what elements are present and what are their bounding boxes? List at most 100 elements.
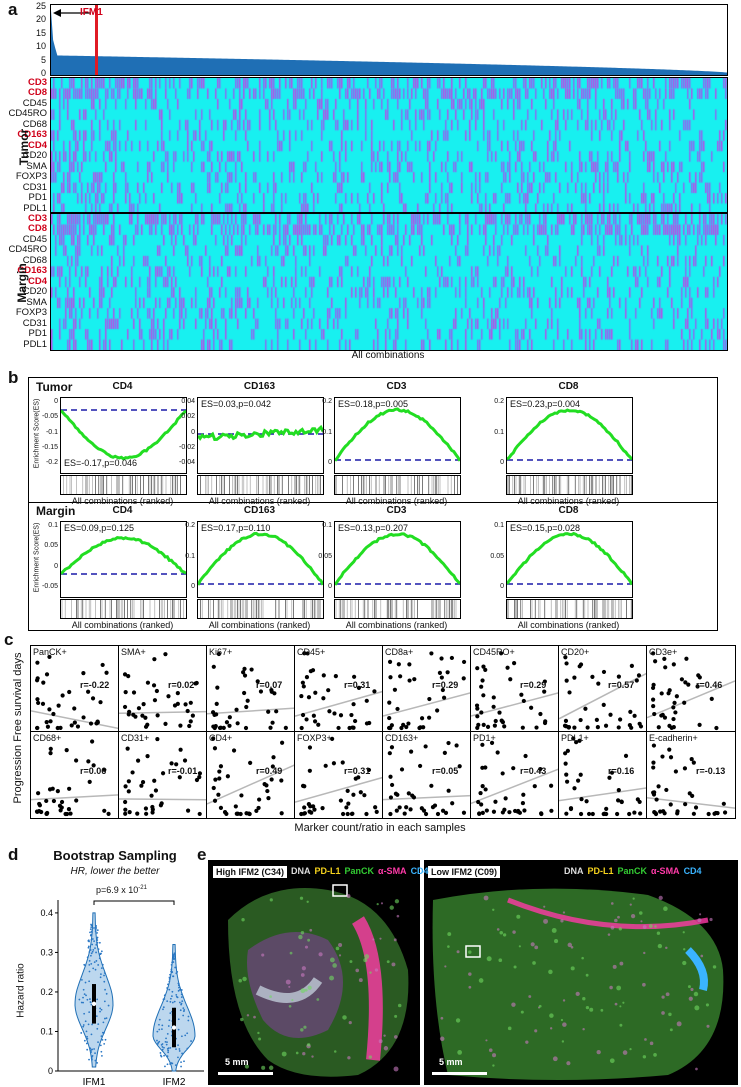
scatter-point: [388, 811, 393, 817]
violin-dot: [170, 964, 173, 966]
violin-dot: [104, 988, 106, 991]
gsea-curve-svg: [196, 424, 325, 442]
scatter-point: [106, 811, 111, 817]
violin-body: [152, 944, 196, 1072]
scatter-point: [387, 751, 392, 756]
tissue-speckle: [649, 1041, 654, 1046]
scatter-point: [539, 811, 544, 817]
violin-dot: [168, 978, 171, 980]
scatter-point: [660, 712, 665, 717]
scatter-r: r=0.02: [168, 680, 195, 690]
scatter-point: [534, 725, 539, 730]
violin-dot: [92, 967, 95, 970]
tissue-speckle: [642, 925, 647, 929]
scatter-plot-box: [294, 731, 384, 819]
scatter-title: CD8a+: [385, 647, 414, 657]
scatter-point: [679, 677, 684, 682]
scatter-point: [691, 760, 696, 765]
scatter-point: [616, 725, 621, 730]
tissue-speckle: [447, 945, 450, 948]
violin-dot: [181, 1000, 184, 1003]
scatter-point: [565, 748, 570, 753]
tissue-speckle: [528, 995, 532, 998]
scatter-point: [651, 651, 656, 656]
scatter-point: [366, 767, 372, 773]
violin-dot: [89, 998, 91, 1000]
violin-dot: [162, 1006, 165, 1009]
scatter-point: [683, 802, 688, 807]
violin-dot: [93, 940, 95, 942]
scatter-point: [660, 754, 665, 759]
scatter-point: [401, 722, 406, 727]
heatmap-row-label: CD68: [22, 118, 47, 130]
tissue-speckle: [457, 1050, 463, 1055]
gsea-xlabel: All combinations (ranked): [517, 620, 620, 630]
scatter-point: [222, 809, 228, 815]
violin-dot: [86, 998, 89, 1001]
scatter-point: [411, 795, 417, 800]
scatter-title: FOXP3+: [297, 733, 332, 743]
scatter-point: [439, 656, 444, 661]
violin-dot: [89, 931, 91, 934]
scatter-point: [529, 705, 534, 710]
gsea-ytick: 0: [191, 428, 195, 436]
tissue-speckle: [642, 982, 646, 987]
gsea-ytick: 0.05: [44, 542, 58, 550]
scatter-point: [72, 706, 77, 711]
tissue-speckle: [511, 1002, 516, 1007]
scatter-point: [88, 721, 94, 726]
scatter-point: [268, 725, 273, 730]
scatter-point: [479, 684, 484, 689]
tissue-speckle: [468, 950, 472, 954]
tissue-speckle: [348, 1020, 352, 1025]
violin-dot: [97, 964, 100, 966]
scatter-point: [407, 678, 412, 683]
tissue-speckle: [492, 908, 495, 911]
violin-dot: [82, 1025, 85, 1028]
violin-dot: [103, 974, 105, 977]
gsea-ytick: 0.05: [318, 552, 332, 560]
violin-dot: [90, 933, 93, 936]
scatter-point: [40, 701, 46, 706]
scatter-point: [564, 724, 569, 729]
gsea-barcode: [506, 599, 633, 619]
violin-dot: [181, 1052, 183, 1055]
scatter-point: [36, 791, 41, 796]
gsea-curve: [333, 532, 462, 586]
violin-dot: [167, 1025, 170, 1027]
scatter-point: [299, 725, 304, 731]
scatter-title: CD3e+: [649, 647, 678, 657]
regression-line: [206, 764, 296, 805]
gsea-barcode-svg: [507, 600, 632, 618]
scatter-point: [480, 783, 485, 789]
violin-ytick-label: 0.3: [40, 947, 53, 957]
scatter-point: [671, 705, 676, 710]
heatmap-row-label: CD3: [27, 77, 47, 88]
tissue-speckle: [447, 932, 452, 937]
gsea-plot-box: [505, 521, 634, 598]
violin-dot: [180, 996, 183, 999]
violin-dot: [168, 976, 171, 979]
scatter-point: [266, 796, 271, 801]
scatter-point: [141, 702, 146, 707]
scatter-point: [312, 807, 317, 812]
tissue-speckle: [300, 1028, 304, 1032]
tissue-speckle: [614, 1002, 618, 1006]
scatter-point: [423, 744, 428, 749]
tissue-speckle: [478, 978, 484, 983]
gsea-barcode: [197, 599, 324, 619]
tumor-label: Tumor: [17, 128, 31, 166]
scatter-point: [615, 811, 620, 817]
scatter-point: [663, 665, 668, 670]
violin-dot: [96, 941, 99, 944]
scatter-point: [404, 805, 409, 810]
gsea-ytick: 0: [328, 583, 332, 590]
violin-dot: [87, 1023, 90, 1026]
scatter-point: [265, 788, 270, 794]
scatter-point: [130, 770, 135, 775]
tissue-speckle: [570, 966, 575, 971]
scatter-point: [336, 725, 341, 731]
scatter-point: [153, 788, 159, 793]
violin-dot: [183, 1009, 186, 1011]
heatmap-row-label: CD45: [22, 97, 47, 109]
